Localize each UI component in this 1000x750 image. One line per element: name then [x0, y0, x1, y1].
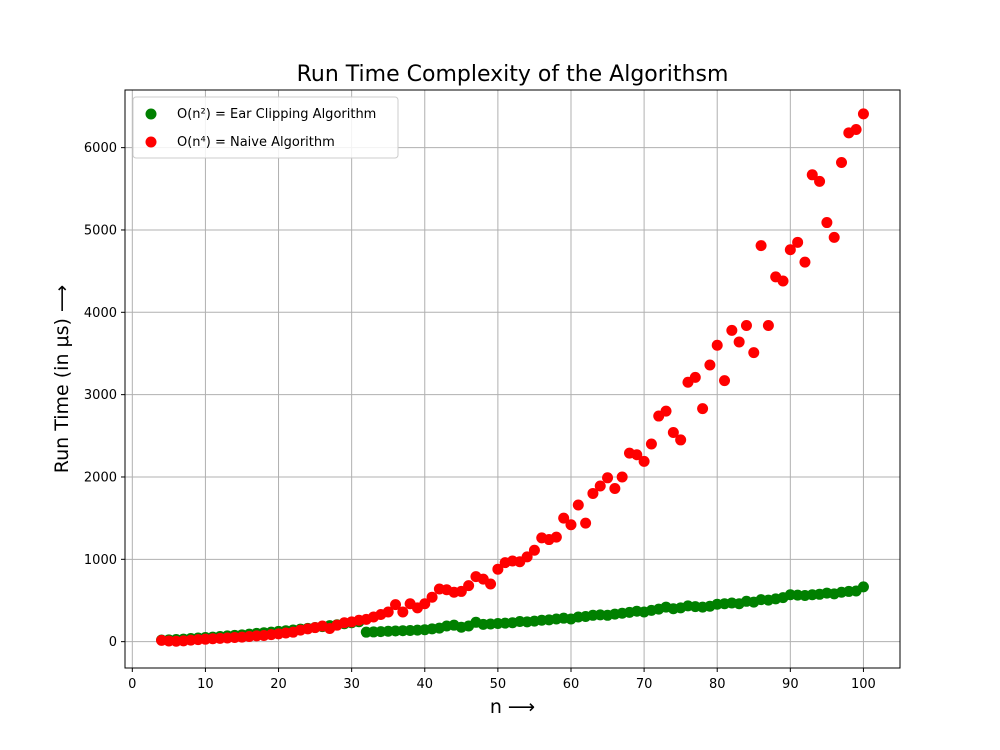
naive-point — [850, 124, 862, 136]
naive-point — [821, 217, 833, 229]
naive-point — [645, 438, 657, 450]
naive-point — [777, 275, 789, 287]
naive-point — [755, 240, 767, 252]
naive-point — [697, 403, 709, 415]
x-tick-label: 20 — [270, 677, 287, 692]
naive-point — [857, 108, 869, 120]
x-tick-label: 80 — [709, 677, 726, 692]
naive-point — [521, 551, 533, 563]
y-tick-label: 0 — [109, 635, 117, 650]
legend: O(n²) = Ear Clipping Algorithm O(n⁴) = N… — [132, 96, 399, 159]
naive-point — [528, 544, 540, 556]
legend-marker-ear-clipping — [145, 108, 157, 120]
naive-point — [485, 578, 497, 590]
y-tick-label: 3000 — [84, 388, 117, 403]
x-tick-label: 0 — [128, 677, 136, 692]
naive-point — [594, 480, 606, 492]
plot-frame — [124, 89, 901, 669]
naive-point — [587, 487, 599, 499]
chart-title: Run Time Complexity of the Algorithsm — [297, 62, 729, 87]
x-tick-label: 90 — [782, 677, 799, 692]
naive-point — [382, 606, 394, 618]
legend-marker-naive — [145, 136, 157, 148]
naive-point — [602, 472, 614, 484]
y-axis-label: Run Time (in μs) ⟶ — [51, 285, 73, 473]
legend-label-ear-clipping: O(n²) = Ear Clipping Algorithm — [177, 107, 376, 122]
x-axis-label: n ⟶ — [490, 696, 535, 718]
naive-point — [784, 244, 796, 256]
naive-point — [631, 449, 643, 461]
naive-point — [660, 405, 672, 417]
naive-point — [609, 483, 621, 495]
series-naive — [156, 108, 869, 647]
naive-point — [719, 375, 731, 387]
naive-point — [580, 517, 592, 529]
naive-point — [565, 519, 577, 531]
y-tick-label: 5000 — [84, 223, 117, 238]
y-tick-label: 6000 — [84, 141, 117, 156]
naive-point — [814, 175, 826, 187]
naive-point — [799, 256, 811, 268]
x-tick-label: 50 — [490, 677, 507, 692]
x-tick-label: 70 — [636, 677, 653, 692]
naive-point — [558, 512, 570, 524]
naive-point — [762, 319, 774, 331]
naive-point — [726, 324, 738, 336]
x-tick-label: 100 — [851, 677, 876, 692]
y-tick-label: 1000 — [84, 553, 117, 568]
naive-point — [806, 169, 818, 181]
naive-point — [740, 319, 752, 331]
x-tick-label: 60 — [563, 677, 580, 692]
naive-point — [836, 156, 848, 168]
naive-point — [733, 336, 745, 348]
y-tick-label: 4000 — [84, 306, 117, 321]
naive-point — [748, 347, 760, 359]
naive-point — [792, 236, 804, 248]
axis-ticks: 0 10 20 30 40 50 60 70 80 90 100010002000300040005… — [84, 141, 876, 692]
legend-label-naive: O(n⁴) = Naive Algorithm — [177, 135, 335, 150]
naive-point — [426, 591, 438, 603]
naive-point — [572, 499, 584, 511]
x-tick-label: 40 — [416, 677, 433, 692]
naive-point — [638, 455, 650, 467]
naive-point — [390, 599, 402, 611]
x-tick-label: 30 — [343, 677, 360, 692]
ear-clipping-point — [857, 581, 869, 593]
naive-point — [704, 359, 716, 371]
naive-point — [828, 231, 840, 243]
naive-point — [711, 339, 723, 351]
data-points — [156, 108, 869, 647]
legend-box — [132, 96, 399, 159]
y-tick-label: 2000 — [84, 470, 117, 485]
naive-point — [492, 563, 504, 575]
naive-point — [550, 531, 562, 543]
naive-point — [397, 606, 409, 618]
naive-point — [667, 427, 679, 439]
x-tick-label: 10 — [197, 677, 214, 692]
naive-point — [675, 434, 687, 446]
grid-lines — [125, 90, 900, 668]
naive-point — [463, 580, 475, 592]
naive-point — [689, 371, 701, 383]
naive-point — [419, 598, 431, 610]
naive-point — [616, 471, 628, 483]
